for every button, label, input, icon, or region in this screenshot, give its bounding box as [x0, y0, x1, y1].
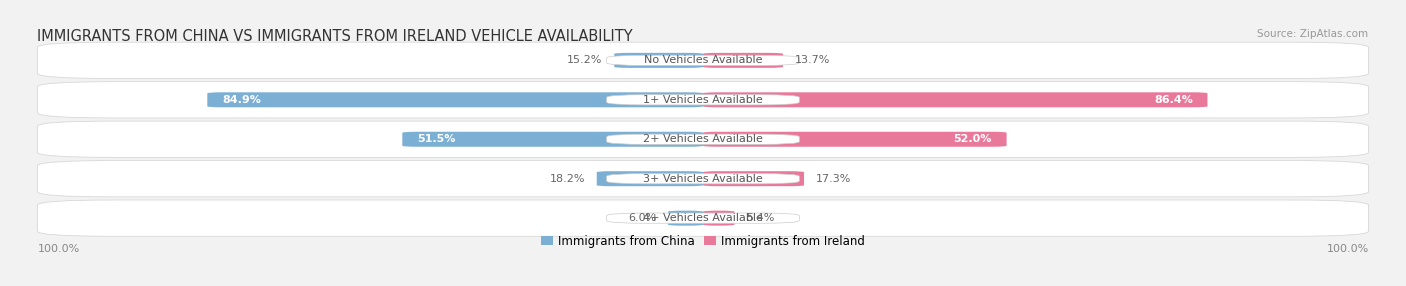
- Text: 6.0%: 6.0%: [628, 213, 657, 223]
- FancyBboxPatch shape: [38, 200, 1368, 236]
- FancyBboxPatch shape: [703, 171, 804, 186]
- Text: 52.0%: 52.0%: [953, 134, 993, 144]
- FancyBboxPatch shape: [606, 55, 800, 65]
- FancyBboxPatch shape: [668, 211, 703, 226]
- FancyBboxPatch shape: [703, 53, 783, 68]
- Text: 86.4%: 86.4%: [1154, 95, 1192, 105]
- Text: 15.2%: 15.2%: [567, 55, 603, 65]
- Text: IMMIGRANTS FROM CHINA VS IMMIGRANTS FROM IRELAND VEHICLE AVAILABILITY: IMMIGRANTS FROM CHINA VS IMMIGRANTS FROM…: [38, 29, 633, 44]
- Text: 3+ Vehicles Available: 3+ Vehicles Available: [643, 174, 763, 184]
- FancyBboxPatch shape: [38, 160, 1368, 197]
- Text: 51.5%: 51.5%: [418, 134, 456, 144]
- Text: 5.4%: 5.4%: [747, 213, 775, 223]
- FancyBboxPatch shape: [606, 174, 800, 184]
- FancyBboxPatch shape: [703, 92, 1208, 107]
- FancyBboxPatch shape: [38, 121, 1368, 157]
- Legend: Immigrants from China, Immigrants from Ireland: Immigrants from China, Immigrants from I…: [541, 235, 865, 248]
- Text: No Vehicles Available: No Vehicles Available: [644, 55, 762, 65]
- Text: 84.9%: 84.9%: [222, 95, 260, 105]
- Text: 1+ Vehicles Available: 1+ Vehicles Available: [643, 95, 763, 105]
- FancyBboxPatch shape: [703, 211, 734, 226]
- FancyBboxPatch shape: [596, 171, 703, 186]
- FancyBboxPatch shape: [38, 82, 1368, 118]
- FancyBboxPatch shape: [614, 53, 703, 68]
- Text: 100.0%: 100.0%: [1326, 244, 1368, 254]
- FancyBboxPatch shape: [703, 132, 1007, 147]
- Text: Source: ZipAtlas.com: Source: ZipAtlas.com: [1257, 29, 1368, 39]
- FancyBboxPatch shape: [606, 95, 800, 105]
- Text: 2+ Vehicles Available: 2+ Vehicles Available: [643, 134, 763, 144]
- FancyBboxPatch shape: [38, 42, 1368, 78]
- FancyBboxPatch shape: [207, 92, 703, 107]
- Text: 17.3%: 17.3%: [815, 174, 851, 184]
- FancyBboxPatch shape: [606, 213, 800, 223]
- FancyBboxPatch shape: [606, 134, 800, 144]
- FancyBboxPatch shape: [402, 132, 703, 147]
- Text: 18.2%: 18.2%: [550, 174, 585, 184]
- Text: 4+ Vehicles Available: 4+ Vehicles Available: [643, 213, 763, 223]
- Text: 13.7%: 13.7%: [794, 55, 830, 65]
- Text: 100.0%: 100.0%: [38, 244, 80, 254]
